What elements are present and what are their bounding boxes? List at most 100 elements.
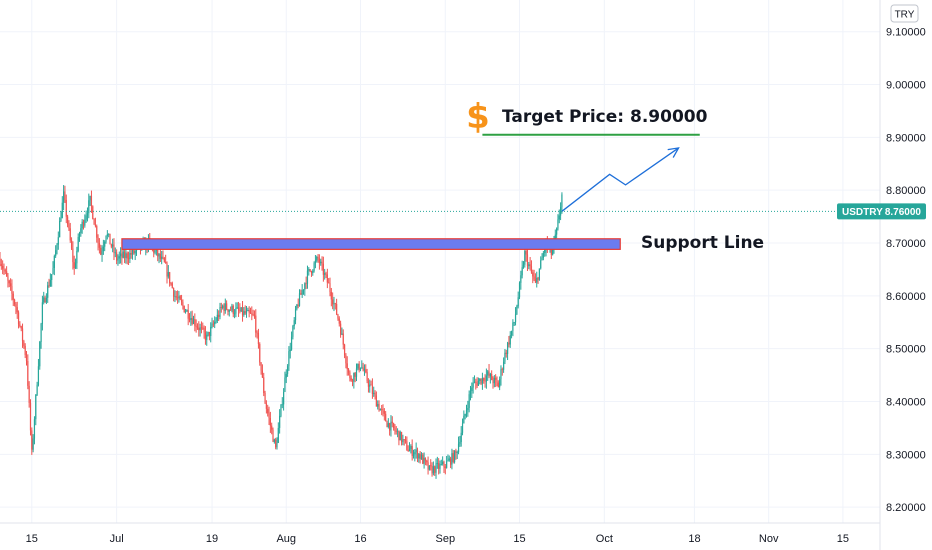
candle-body	[476, 382, 478, 386]
candle-body	[269, 418, 271, 426]
candle-body	[13, 299, 16, 305]
candle-body	[243, 311, 245, 316]
candle-body	[33, 419, 36, 439]
candle-body	[260, 362, 262, 371]
candle-body	[289, 349, 291, 352]
candle-body	[375, 395, 377, 407]
candle-body	[300, 293, 302, 295]
candle-body	[400, 432, 403, 443]
candle-body	[456, 452, 458, 454]
candle-body	[219, 307, 221, 317]
candle-body	[513, 322, 515, 324]
candle-body	[467, 407, 469, 411]
candle-body	[84, 219, 86, 226]
candle-body	[272, 429, 274, 442]
candle-body	[16, 307, 18, 313]
candle-body	[57, 237, 59, 245]
support-zone[interactable]	[121, 238, 621, 250]
candle-body	[239, 310, 241, 312]
candle-body	[88, 200, 90, 214]
candle-body	[170, 283, 172, 284]
candle-body	[81, 221, 83, 229]
candle-body	[542, 252, 544, 258]
candle-body	[273, 439, 275, 442]
candle-body	[371, 385, 374, 394]
price-tick-label: 9.00000	[886, 80, 926, 92]
price-tick-label: 8.40000	[886, 396, 926, 408]
candle-body	[90, 195, 93, 207]
candle-body	[365, 369, 367, 373]
candle-body	[349, 372, 351, 379]
candle-body	[366, 372, 368, 382]
candle-body	[204, 332, 207, 340]
candle-body	[10, 283, 12, 287]
candle-body	[423, 457, 425, 464]
candle-body	[521, 267, 523, 276]
candle-body	[211, 323, 213, 327]
candle-body	[41, 302, 44, 324]
symbol-price-tag[interactable]: USDTRY 8.76000	[837, 203, 926, 220]
candle-body	[195, 325, 197, 327]
candle-body	[453, 450, 456, 462]
candle-body	[334, 303, 336, 305]
candle-body	[6, 271, 8, 277]
candle-body	[45, 297, 47, 303]
target-price-label: Target Price: 8.90000	[502, 107, 708, 127]
candle-body	[306, 270, 309, 284]
candle-body	[469, 390, 472, 395]
candle-body	[208, 331, 210, 337]
candle-body	[218, 314, 220, 317]
candle-body	[556, 228, 558, 235]
candle-body	[72, 248, 74, 263]
candle-body	[61, 202, 63, 219]
candle-body	[256, 332, 258, 334]
candle-body	[167, 272, 169, 277]
candle-body	[430, 465, 432, 467]
candle-body	[37, 366, 40, 385]
candle-body	[86, 213, 89, 216]
candle-body	[265, 403, 267, 409]
candle-body	[532, 272, 534, 277]
candle-body	[403, 439, 405, 441]
candle-body	[169, 272, 171, 284]
candle-body	[158, 253, 160, 257]
candle-body	[493, 377, 495, 384]
candle-body	[179, 296, 181, 300]
candle-body	[70, 240, 73, 249]
candle-body	[85, 215, 87, 220]
candle-body	[116, 252, 118, 261]
candle-body	[304, 283, 306, 290]
candle-body	[533, 276, 535, 280]
candle-body	[47, 285, 49, 298]
candle-body	[383, 410, 385, 414]
candle-body	[117, 258, 119, 261]
candle-body	[337, 314, 339, 319]
candle-body	[200, 327, 203, 329]
time-axis[interactable]: 15 Jul 19 Aug 16 Sep 15 Oct 18 Nov 15	[26, 533, 849, 545]
candle-body	[460, 432, 462, 442]
candle-body	[192, 318, 195, 324]
candle-body	[105, 235, 107, 242]
candle-body	[500, 369, 502, 380]
projection-arrowhead	[667, 147, 680, 158]
candle-body	[350, 378, 352, 381]
candle-body	[237, 307, 240, 311]
candle-body	[28, 385, 30, 403]
candle-body	[552, 247, 554, 255]
candle-body	[279, 415, 281, 428]
time-tick-label: Aug	[276, 533, 296, 545]
candle-body	[411, 446, 413, 456]
projection-path[interactable]	[561, 147, 679, 212]
candle-body	[501, 369, 503, 371]
candle-body	[324, 273, 326, 275]
candle-body	[351, 380, 354, 382]
candle-body	[227, 309, 229, 312]
candle-body	[537, 277, 539, 280]
candle-body	[314, 260, 317, 264]
candle-body	[60, 218, 62, 221]
candle-body	[276, 442, 278, 448]
candle-body	[65, 199, 67, 217]
currency-badge[interactable]: TRY	[890, 4, 919, 23]
candle-body	[55, 250, 57, 256]
